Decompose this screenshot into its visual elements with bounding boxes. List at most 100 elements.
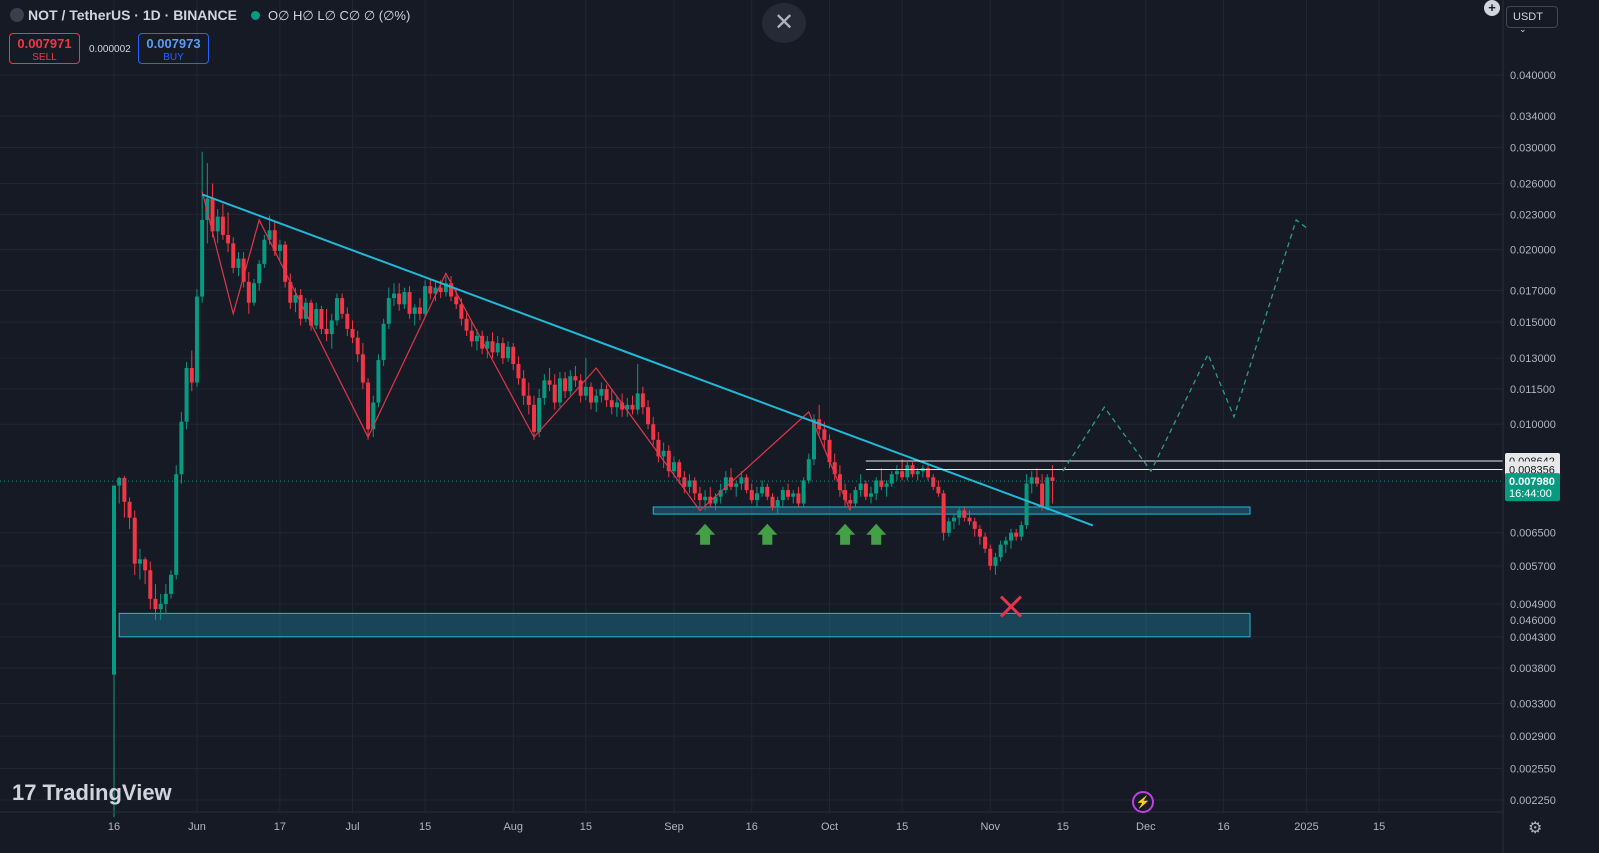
candle-body	[376, 360, 381, 403]
price-tick-label: 0.006500	[1510, 528, 1556, 540]
candle-body	[983, 536, 988, 549]
sell-button[interactable]: 0.007971 SELL	[9, 33, 80, 64]
candle-body	[174, 474, 179, 575]
price-tick-label: 0.011500	[1510, 384, 1555, 396]
candle-body	[635, 393, 640, 410]
candle-body	[449, 283, 454, 297]
price-tick-label: 0.002900	[1510, 731, 1556, 743]
gear-icon[interactable]: ⚙	[1528, 820, 1543, 837]
candle-body	[490, 341, 495, 353]
candle-body	[843, 490, 848, 501]
close-icon[interactable]: ✕	[762, 3, 806, 43]
candle-body	[1029, 477, 1034, 484]
candle-body	[200, 219, 205, 297]
candle-body	[552, 384, 557, 403]
symbol-title[interactable]: NOT / TetherUS · 1D · BINANCE	[28, 7, 237, 23]
candle-body	[796, 493, 801, 504]
candle-body	[682, 477, 687, 487]
candle-body	[386, 298, 391, 324]
candle-body	[718, 490, 723, 497]
candle-body	[547, 380, 552, 385]
price-tick-label: 0.002550	[1510, 763, 1556, 775]
candle-body	[884, 483, 889, 487]
sell-label: SELL	[32, 52, 57, 63]
candle-body	[298, 295, 303, 319]
candle-body	[1040, 483, 1045, 507]
candle-body	[210, 198, 215, 232]
time-tick-label: Jul	[345, 821, 359, 833]
candle-body	[594, 395, 599, 403]
candle-body	[381, 323, 386, 361]
candle-body	[531, 404, 536, 432]
candle-body	[879, 480, 884, 487]
time-tick-label: 17	[274, 821, 286, 833]
candle-body	[402, 292, 407, 305]
ohlc-readout: O∅ H∅ L∅ C∅ ∅ (∅%)	[267, 8, 411, 23]
time-tick-label: 15	[1373, 821, 1385, 833]
candle-body	[822, 429, 827, 440]
candle-body	[687, 480, 692, 487]
candle-body	[324, 328, 329, 335]
candle-body	[314, 308, 319, 326]
candle-body	[474, 335, 479, 342]
candle-body	[900, 471, 905, 478]
candle-body	[526, 395, 531, 405]
candle-body	[1024, 483, 1029, 526]
candle-body	[334, 298, 339, 321]
price-tick-label: 0.034000	[1510, 111, 1556, 123]
candle-body	[355, 337, 360, 355]
candle-body	[646, 407, 651, 425]
candle-body	[760, 486, 765, 494]
candle-body	[620, 402, 625, 410]
price-tick-label: 0.010000	[1510, 419, 1556, 431]
up-arrow-icon	[866, 523, 887, 545]
plus-icon[interactable]: +	[1484, 0, 1500, 16]
price-tick-label: 0.003800	[1510, 663, 1556, 675]
currency-select[interactable]: USDT ⌄	[1506, 6, 1558, 34]
candle-body	[205, 198, 210, 220]
candle-body	[832, 462, 837, 475]
price-axis-panel	[1503, 0, 1599, 853]
candle-body	[438, 287, 443, 293]
time-tick-label: Aug	[503, 821, 523, 833]
candle-body	[257, 263, 262, 284]
price-tick-label: 0.004300	[1510, 632, 1556, 644]
time-tick-label: Jun	[188, 821, 206, 833]
lightning-icon[interactable]: ⚡	[1132, 791, 1154, 813]
candle-body	[480, 335, 485, 349]
candle-body	[661, 450, 666, 457]
candle-body	[853, 490, 858, 504]
symbol-header: NOT / TetherUS · 1D · BINANCE O∅ H∅ L∅ C∅…	[10, 7, 410, 24]
candle-body	[858, 483, 863, 491]
candle-body	[366, 382, 371, 430]
candle-body	[283, 244, 288, 282]
time-tick-label: 16	[746, 821, 758, 833]
candle-body	[848, 500, 853, 504]
candle-body	[303, 302, 308, 319]
candle-body	[589, 386, 594, 403]
candle-body	[708, 496, 713, 504]
candle-body	[889, 474, 894, 484]
spread-value: 0.000002	[89, 44, 131, 55]
candle-body	[537, 397, 542, 432]
candle-body	[1014, 532, 1019, 537]
candle-body	[319, 308, 324, 329]
candle-body	[915, 471, 920, 475]
tradingview-mark-icon: 17	[12, 780, 37, 805]
candle-body	[184, 368, 189, 422]
candle-body	[246, 281, 251, 303]
candle-body	[143, 559, 148, 571]
buy-button[interactable]: 0.007973 BUY	[138, 33, 209, 64]
tradingview-logo[interactable]: 17 TradingView	[12, 780, 172, 806]
candle-body	[340, 298, 345, 314]
candle-body	[703, 496, 708, 501]
candle-body	[692, 480, 697, 494]
candle-body	[137, 559, 142, 564]
candle-body	[671, 462, 676, 472]
candle-body	[609, 400, 614, 408]
candle-body	[770, 496, 775, 507]
candle-body	[277, 244, 282, 251]
candle-body	[194, 296, 199, 383]
candle-body	[132, 517, 137, 564]
